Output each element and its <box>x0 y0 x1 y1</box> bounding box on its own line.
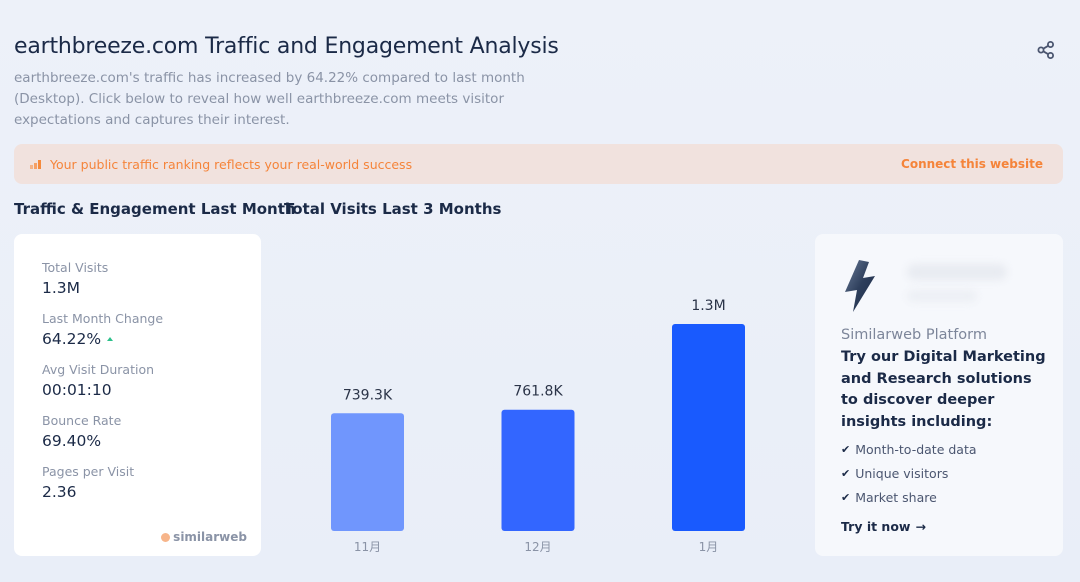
check-icon: ✔ <box>841 491 851 504</box>
promo-feature: ✔ Market share <box>841 486 1063 510</box>
share-button[interactable] <box>1034 38 1058 62</box>
try-it-now-label: Try it now <box>841 519 911 534</box>
trend-up-icon <box>107 337 114 341</box>
similarweb-logo: similarweb <box>161 530 247 544</box>
bar-value-label: 761.8K <box>513 384 563 400</box>
share-icon <box>1037 41 1054 59</box>
check-icon: ✔ <box>841 443 851 456</box>
stat-value: 00:01:10 <box>42 381 112 399</box>
bar-chart-icon <box>30 159 42 169</box>
x-tick-label: 1月 <box>699 540 719 554</box>
feature-label: Market share <box>855 490 937 505</box>
connect-website-link[interactable]: Connect this website <box>901 157 1043 171</box>
blurred-placeholder <box>907 264 1007 280</box>
page-title: earthbreeze.com Traffic and Engagement A… <box>14 34 559 59</box>
ranking-banner: Your public traffic ranking reflects you… <box>14 144 1063 184</box>
engagement-section-title: Traffic & Engagement Last Month <box>14 200 296 218</box>
bar-1[interactable] <box>331 413 404 531</box>
stat-total-visits: Total Visits 1.3M <box>42 260 261 300</box>
stat-label: Avg Visit Duration <box>42 362 155 377</box>
stat-value: 1.3M <box>42 279 81 297</box>
stat-label: Last Month Change <box>42 311 164 326</box>
stat-pages-per-visit: Pages per Visit 2.36 <box>42 464 261 504</box>
promo-feature: ✔ Unique visitors <box>841 462 1063 486</box>
feature-label: Unique visitors <box>855 466 949 481</box>
banner-text: Your public traffic ranking reflects you… <box>50 156 413 172</box>
try-it-now-link[interactable]: Try it now → <box>841 519 926 534</box>
feature-label: Month-to-date data <box>855 442 977 457</box>
promo-card: Similarweb Platform Try our Digital Mark… <box>815 234 1063 556</box>
lightning-bolt-icon <box>845 260 875 312</box>
arrow-right-icon: → <box>915 519 926 534</box>
stat-label: Bounce Rate <box>42 413 122 428</box>
promo-feature: ✔ Month-to-date data <box>841 438 1063 462</box>
stat-value: 69.40% <box>42 432 102 450</box>
x-tick-label: 12月 <box>524 540 551 554</box>
x-tick-label: 11月 <box>354 540 381 554</box>
total-visits-chart: 739.3K 11月 761.8K 12月 1.3M 1月 <box>270 230 810 575</box>
page-subtitle: earthbreeze.com's traffic has increased … <box>14 70 525 128</box>
stat-value: 64.22% <box>42 330 102 348</box>
stat-last-month-change: Last Month Change 64.22% <box>42 311 261 351</box>
engagement-stats-card: Total Visits 1.3M Last Month Change 64.2… <box>14 234 261 556</box>
bar-value-label: 1.3M <box>691 298 725 314</box>
blurred-placeholder <box>907 290 977 302</box>
stat-value: 2.36 <box>42 483 77 501</box>
bar-value-label: 739.3K <box>343 387 393 403</box>
check-icon: ✔ <box>841 467 851 480</box>
total-visits-chart-svg: 739.3K 11月 761.8K 12月 1.3M 1月 <box>331 298 745 554</box>
bar-2[interactable] <box>501 409 575 531</box>
similarweb-logo-icon <box>161 532 171 542</box>
similarweb-logo-text: similarweb <box>173 530 247 544</box>
promo-eyebrow: Similarweb Platform <box>841 327 988 343</box>
stat-label: Pages per Visit <box>42 464 135 479</box>
bar-3[interactable] <box>672 324 745 531</box>
promo-headline: Try our Digital Marketing and Research s… <box>841 349 1046 430</box>
visits-section-title: Total Visits Last 3 Months <box>284 200 502 218</box>
stat-bounce-rate: Bounce Rate 69.40% <box>42 413 261 453</box>
promo-feature-list: ✔ Month-to-date data ✔ Unique visitors ✔ Ma… <box>841 438 1063 510</box>
stat-label: Total Visits <box>42 260 109 275</box>
stat-avg-visit-duration: Avg Visit Duration 00:01:10 <box>42 362 261 402</box>
